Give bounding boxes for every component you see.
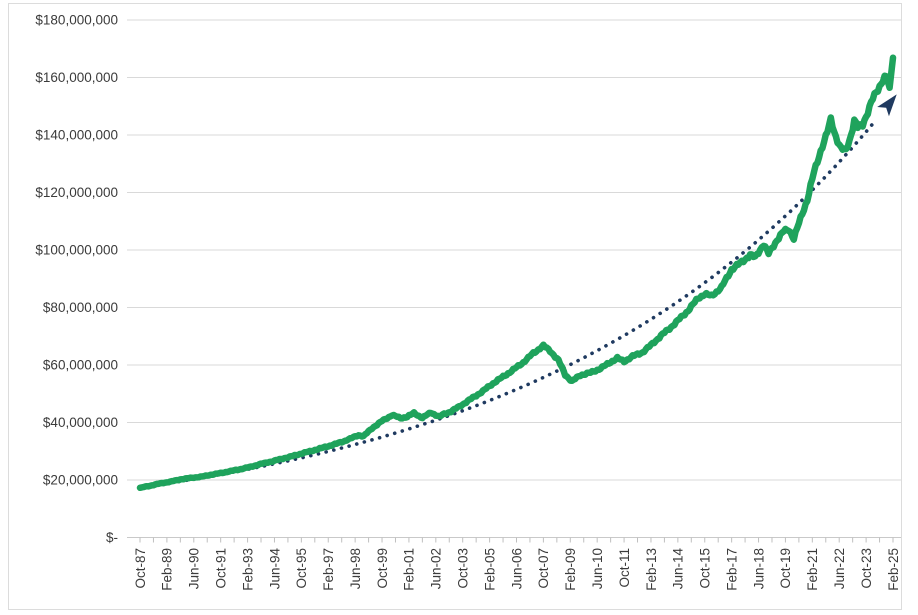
y-axis-label: $80,000,000 bbox=[43, 300, 118, 315]
y-axis-label: $- bbox=[106, 530, 118, 545]
y-axis-label: $160,000,000 bbox=[35, 70, 118, 85]
x-axis-label: Oct-11 bbox=[617, 548, 632, 588]
x-axis-label: Feb-13 bbox=[644, 548, 659, 591]
x-axis-label: Oct-15 bbox=[698, 548, 713, 589]
x-axis-label: Jun-14 bbox=[671, 548, 686, 590]
x-axis-label: Oct-91 bbox=[213, 548, 228, 589]
x-axis-label: Oct-99 bbox=[375, 548, 390, 589]
x-axis-label: Jun-94 bbox=[267, 548, 282, 590]
chart-frame bbox=[8, 3, 902, 610]
x-axis-label: Oct-19 bbox=[778, 548, 793, 589]
x-axis-label: Feb-25 bbox=[886, 548, 901, 591]
x-axis-label: Jun-90 bbox=[187, 548, 202, 589]
x-axis-label: Jun-98 bbox=[348, 548, 363, 589]
x-axis-label: Feb-01 bbox=[402, 548, 417, 591]
x-axis-label: Feb-09 bbox=[563, 548, 578, 591]
x-axis-label: Jun-22 bbox=[832, 548, 847, 589]
x-axis-label: Oct-23 bbox=[859, 548, 874, 589]
trend-arrowhead bbox=[877, 94, 897, 117]
x-axis-label: Feb-97 bbox=[321, 548, 336, 591]
x-axis-label: Oct-87 bbox=[133, 548, 148, 589]
y-axis-label: $120,000,000 bbox=[35, 185, 118, 200]
x-axis-label: Feb-05 bbox=[482, 548, 497, 591]
y-axis-label: $140,000,000 bbox=[35, 128, 118, 143]
x-axis-label: Jun-06 bbox=[509, 548, 524, 589]
x-axis-label: Jun-10 bbox=[590, 548, 605, 589]
x-axis-label: Jun-02 bbox=[429, 548, 444, 589]
trend-line bbox=[138, 122, 875, 490]
y-axis-label: $20,000,000 bbox=[43, 473, 118, 488]
x-axis-label: Feb-89 bbox=[160, 548, 175, 591]
y-axis-label: $180,000,000 bbox=[35, 13, 118, 28]
x-axis-label: Oct-07 bbox=[536, 548, 551, 589]
y-axis-label: $60,000,000 bbox=[43, 358, 118, 373]
x-axis-label: Oct-95 bbox=[294, 548, 309, 589]
x-axis-label: Feb-21 bbox=[805, 548, 820, 591]
data-line bbox=[136, 54, 897, 492]
y-axis-label: $100,000,000 bbox=[35, 243, 118, 258]
x-axis-label: Oct-03 bbox=[456, 548, 471, 589]
x-axis-label: Feb-17 bbox=[724, 548, 739, 591]
x-axis-label: Feb-93 bbox=[240, 548, 255, 591]
x-axis-label: Jun-18 bbox=[751, 548, 766, 589]
y-axis-label: $40,000,000 bbox=[43, 415, 118, 430]
